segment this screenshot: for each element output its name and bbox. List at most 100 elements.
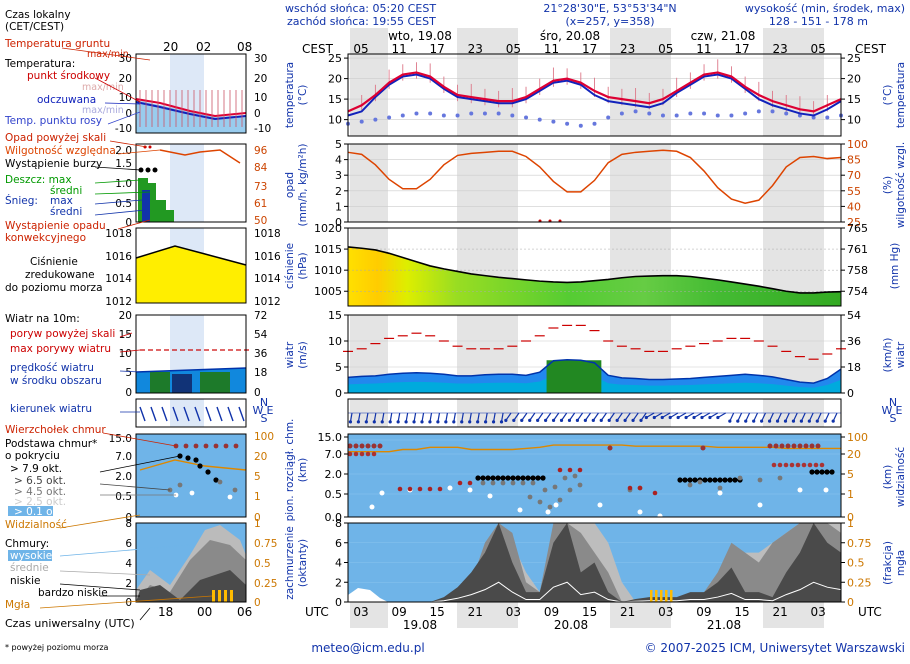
ytick-label-left: 1 <box>335 200 342 213</box>
cloud-top-dot <box>797 443 803 449</box>
legend-cloud-top: Wierzchołek chmur <box>5 424 106 436</box>
cloud-base-dot <box>510 475 516 481</box>
cloud-base-dot-grey <box>537 499 543 505</box>
ytick-label-right: 761 <box>847 243 868 256</box>
label-cloudbase-1: pion. rozciągł. chm. <box>284 419 296 522</box>
coords-text: 21°28'30"E, 53°53'34"N <box>543 2 676 15</box>
dewpoint-dot <box>469 111 474 116</box>
legend-precip-tick: 1.5 <box>115 158 132 170</box>
legend-base-dot <box>185 455 191 461</box>
legend-fog-tick: 1 <box>254 518 261 530</box>
wind-arrow-head <box>544 418 548 422</box>
label-cover-2: (oktanty) <box>297 539 309 587</box>
legend-time-local: Czas lokalny <box>5 9 71 21</box>
night-band <box>350 144 388 222</box>
cloud-top-dot <box>607 445 613 451</box>
dewpoint-dot <box>674 113 679 118</box>
wind-arrow-head <box>644 415 648 420</box>
wind-arrow-head <box>412 420 416 424</box>
rlabel-humid-1: (%) <box>882 176 894 194</box>
legend-pointer-line <box>119 332 133 338</box>
legend-hour-08: 08 <box>237 40 252 54</box>
dewpoint-dot <box>770 109 775 114</box>
legend-snow-max: max <box>50 195 73 207</box>
wind-arrow-head <box>468 420 472 424</box>
cloud-base-dot-white <box>553 502 559 508</box>
night-band-top <box>350 28 388 54</box>
cloud-top-dot-2 <box>347 451 353 457</box>
legend-okt-45: > 4.5 okt. <box>14 486 66 498</box>
legend-precip-occur: Wystąpienie opadu <box>5 220 106 232</box>
wind-arrow-head <box>356 420 360 424</box>
legend-humid-tick: 61 <box>254 198 267 210</box>
legend-top-dot <box>203 443 209 449</box>
bottom-hour-label: 21 <box>620 605 635 619</box>
wind-arrow-head <box>744 419 748 423</box>
ytick-label-left: 2 <box>335 185 342 198</box>
label-temp-1: temperatura <box>284 62 296 128</box>
fog-bar <box>660 590 663 602</box>
legend-wind-arrow <box>172 406 179 422</box>
legend-night <box>170 144 204 222</box>
label-precip-1: opad <box>284 172 296 198</box>
panel-frame <box>347 227 842 307</box>
cloud-top-dot-2 <box>359 451 365 457</box>
legend-hour-18: 18 <box>158 605 173 619</box>
legend-rain-vlow <box>166 210 174 222</box>
cloud-base-dot <box>707 477 713 483</box>
legend-wind-arrow <box>227 406 234 422</box>
dewpoint-dot <box>359 119 364 124</box>
label-cloudbase-2: (km) <box>297 458 309 483</box>
legend-top-dot <box>213 443 219 449</box>
top-hour-label: 11 <box>696 42 711 56</box>
cloud-base-dot <box>677 477 683 483</box>
cloud-base-dot <box>819 469 825 475</box>
legend-base-dot-white <box>227 494 233 500</box>
ytick-label-left: 1005 <box>314 285 342 298</box>
legend-wind-arrow <box>216 406 223 422</box>
ytick-label-left: 6 <box>335 537 342 550</box>
ytick-label-left: 4 <box>335 154 342 167</box>
ytick-label-left: 0 <box>335 387 342 400</box>
night-band <box>763 54 824 136</box>
panel-frame <box>347 53 842 137</box>
legend-wind-arrow <box>194 406 201 422</box>
legend-pressure-tick: 1018 <box>105 228 132 240</box>
legend-pointer-line <box>99 455 181 473</box>
footer-email[interactable]: meteo@icm.edu.pl <box>311 641 424 655</box>
legend-compass-s: S <box>261 412 268 425</box>
night-band <box>610 54 671 136</box>
ytick-label-left: 4 <box>335 557 342 570</box>
legend-top-dot <box>223 443 229 449</box>
dewpoint-dot <box>784 111 789 116</box>
cloud-top-dot <box>773 443 779 449</box>
cloud-base-dot <box>515 475 521 481</box>
dewpoint-dot <box>647 111 652 116</box>
rlabel-humid-2: wilgotność wzgl. <box>895 142 907 228</box>
ytick-label-right: 85 <box>847 154 861 167</box>
wind-arrow-head <box>388 420 392 424</box>
wind-arrow-head <box>607 418 611 422</box>
panel-frame <box>347 433 842 518</box>
legend-panel-frame <box>135 227 247 304</box>
legend-base-dot-grey <box>232 487 238 493</box>
top-hour-label: 17 <box>582 42 597 56</box>
ytick-label-right: 100 <box>847 431 868 444</box>
legend-vis-tick: 1 <box>254 491 261 503</box>
legend-cover-tick: 6 <box>125 538 132 550</box>
legend-pointer-line <box>117 149 161 155</box>
legend-wind-tick: 5 <box>125 367 132 379</box>
wind-arrow-head <box>348 420 353 424</box>
legend-pressure-tick: 1014 <box>105 273 132 285</box>
legend-okt-01-box <box>8 506 53 516</box>
top-hours: 05 11 17 23 05 11 17 23 05 11 17 23 05 <box>353 42 825 56</box>
legend-precip-tick: 0.5 <box>115 198 132 210</box>
rlabel-vis-1: (km) <box>882 465 894 490</box>
legend-temp-tick-r: 10 <box>254 92 267 104</box>
legend-pointer-line <box>139 607 151 621</box>
top-hour-label: 05 <box>353 42 368 56</box>
legend-precip-occur-sub: konwekcyjnego <box>5 232 86 244</box>
legend-wind-tick-r: 0 <box>254 387 261 399</box>
legend-rain-low <box>156 200 166 222</box>
cloud-base-dot-grey <box>777 475 783 481</box>
